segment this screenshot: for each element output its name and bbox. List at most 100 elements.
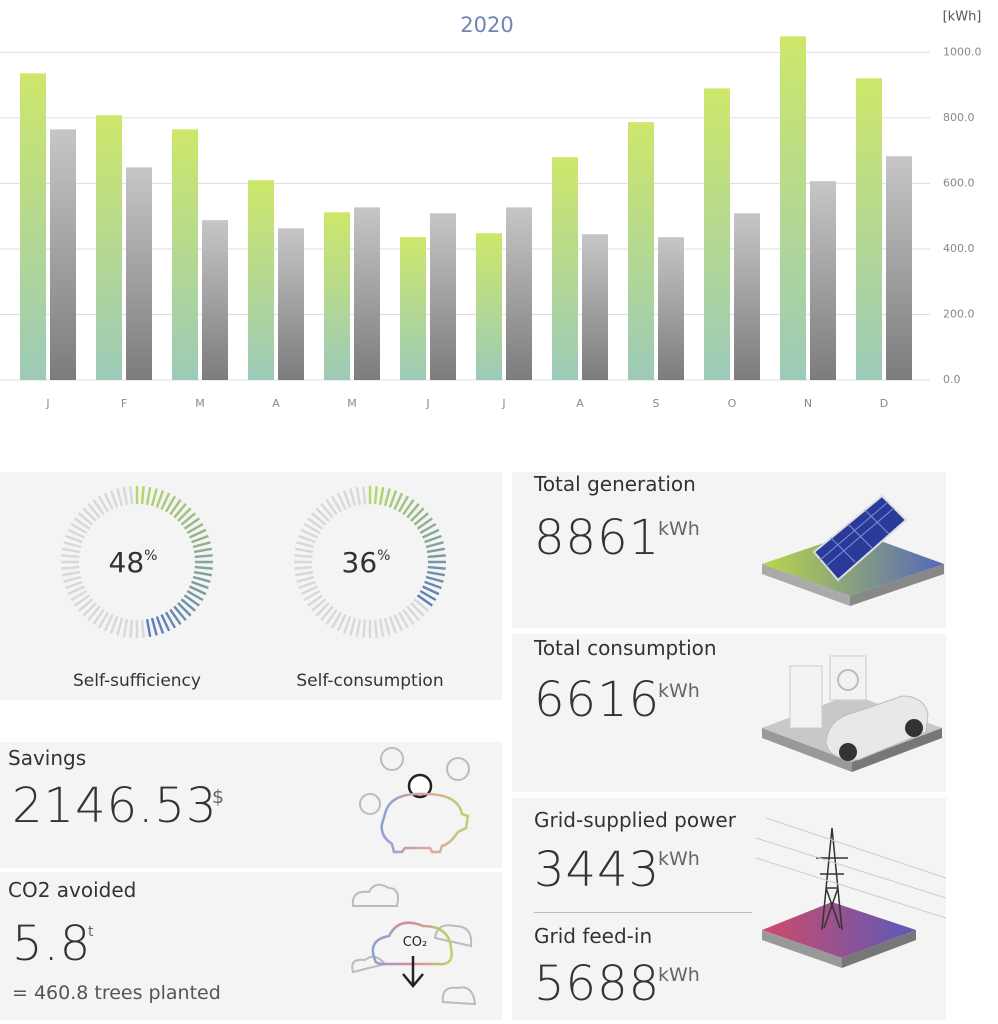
gauge-tick [416, 594, 433, 607]
gauge-tick [342, 490, 352, 508]
gauge-tick [63, 575, 82, 583]
gauge-tick [294, 547, 314, 554]
gauge-tick [189, 528, 207, 539]
gauge-tick [426, 547, 446, 554]
gauge-tick [362, 619, 367, 638]
gauge-tick [383, 617, 391, 636]
gauge-tick [82, 602, 97, 617]
bar [126, 167, 152, 380]
gauge-tick [183, 594, 200, 607]
bar [248, 180, 274, 380]
co2-note: = 460.8 trees planted [12, 982, 221, 1004]
x-tick-label: A [272, 397, 280, 410]
gauge-tick [419, 589, 437, 602]
gauge-tick [109, 490, 119, 508]
gauge-tick [342, 616, 352, 634]
gauge-tick [186, 522, 204, 535]
gauge-value: 48% [109, 546, 158, 579]
consumption-value: 6616 [534, 672, 661, 728]
x-tick-label: J [45, 397, 49, 410]
gauge-tick [177, 602, 192, 617]
grid-panel: Grid-supplied power 3443 kWh Grid feed-i… [512, 798, 946, 1020]
solar-illustration [762, 494, 944, 606]
gauge-tick [307, 517, 324, 530]
co2-unit: t [88, 924, 94, 940]
gauge-tick [186, 589, 204, 602]
co2-icon-text: CO₂ [403, 935, 428, 950]
gauge-value: 36% [342, 546, 391, 579]
bar [704, 88, 730, 381]
gauge-tick [92, 608, 105, 625]
gauge-tick [294, 554, 313, 559]
gauge-tick [419, 522, 437, 535]
bar [506, 207, 532, 380]
gauge-tick [140, 619, 145, 638]
gauge-tick [388, 490, 398, 508]
gauge-tick [330, 611, 343, 629]
gauge-tick [122, 618, 129, 638]
gauge-label: Self-consumption [296, 671, 443, 691]
bar [50, 129, 76, 380]
gauge-tick [193, 547, 213, 554]
gauge-tick [320, 605, 334, 621]
x-tick-label: J [425, 397, 429, 410]
gauge-tick [330, 495, 343, 513]
gauge-tick [160, 614, 171, 632]
grid-feed-in-unit: kWh [658, 964, 700, 986]
gauge-tick [300, 528, 318, 539]
x-tick-label: O [728, 397, 737, 410]
gauge-tick [173, 503, 187, 519]
gauge-value-number: 48 [109, 546, 145, 579]
x-tick-label: D [880, 397, 888, 410]
bar [172, 129, 198, 380]
gauge-tick [150, 488, 158, 507]
gauge-tick [164, 495, 177, 513]
gauge-tick [97, 611, 110, 629]
gauge-tick [355, 486, 362, 506]
gauge-tick [422, 528, 440, 539]
gauge-tick [87, 605, 101, 621]
gauge-tick [150, 617, 158, 636]
gauge-tick [70, 589, 88, 602]
gauge-tick [373, 486, 378, 505]
gauge-tick [164, 611, 177, 629]
gauge-tick [298, 534, 316, 544]
savings-value: 2146.53 [12, 778, 218, 834]
gauge-tick [155, 616, 165, 634]
y-tick-label: 400.0 [943, 242, 975, 255]
gauge-tick [325, 499, 338, 516]
y-tick-label: 200.0 [943, 307, 975, 320]
grid-supplied-unit: kWh [658, 848, 700, 870]
gauge-ring [294, 486, 446, 638]
consumption-panel: Total consumption 6616 kWh [512, 634, 946, 792]
gauge-tick [192, 541, 211, 549]
bar [354, 207, 380, 380]
grid-feed-in-label: Grid feed-in [534, 924, 653, 948]
gauge-tick [397, 611, 410, 629]
gauge-tick [191, 534, 209, 544]
gauge-tick [74, 594, 91, 607]
gauge-tick [416, 517, 433, 530]
gauge-tick [410, 602, 425, 617]
gauge-tick [103, 492, 114, 510]
gauge-tick [116, 617, 124, 636]
gauge-tick [325, 608, 338, 625]
gauge-tick [169, 499, 182, 516]
gauge-tick [424, 534, 442, 544]
co2-panel: CO2 avoided 5.8 t = 460.8 trees planted … [0, 872, 502, 1020]
gauge-tick [406, 605, 420, 621]
gauge-tick [155, 490, 165, 508]
y-tick-label: 800.0 [943, 111, 975, 124]
x-tick-label: F [121, 397, 127, 410]
gauge-tick [191, 580, 209, 590]
gauge-tick [294, 565, 313, 570]
gauge-tick [67, 528, 85, 539]
gauge-tick [349, 617, 357, 636]
gauge-tick [427, 554, 446, 559]
bar [780, 36, 806, 381]
gauge-tick [103, 614, 114, 632]
gauge-tick [388, 616, 398, 634]
gauge-tick [307, 594, 324, 607]
grid-supplied-value: 3443 [534, 842, 661, 898]
gauge-tick [378, 486, 385, 506]
